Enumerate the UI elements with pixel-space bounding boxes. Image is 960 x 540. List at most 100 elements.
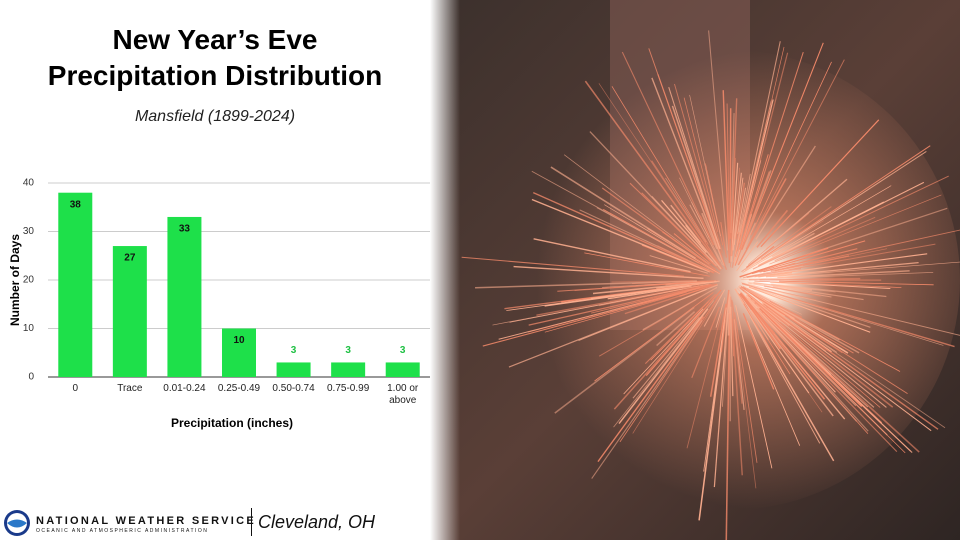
- spark: [603, 209, 717, 273]
- chart: Number of Days Precipitation (inches) 0 1…: [8, 178, 430, 430]
- spark: [698, 320, 726, 521]
- spark: [773, 265, 804, 272]
- value-label: 27: [124, 253, 136, 264]
- spark: [754, 301, 920, 453]
- spark: [726, 103, 730, 245]
- spark: [619, 295, 720, 443]
- spark: [644, 293, 716, 365]
- spark: [763, 285, 821, 297]
- spark: [611, 280, 694, 283]
- spark: [703, 307, 727, 472]
- spark: [730, 296, 735, 357]
- spark: [747, 308, 769, 341]
- spark: [742, 185, 892, 273]
- spark: [736, 173, 751, 244]
- y-tick-label: 10: [23, 323, 35, 334]
- spark: [527, 291, 685, 333]
- spark: [748, 295, 881, 408]
- y-tick-label: 20: [23, 275, 35, 286]
- spark: [740, 286, 908, 395]
- spark: [735, 182, 746, 240]
- spark: [703, 289, 726, 327]
- spark: [544, 291, 687, 333]
- spark: [770, 281, 891, 289]
- spark: [737, 178, 787, 266]
- spark: [632, 291, 723, 434]
- spark: [613, 311, 702, 410]
- spark: [740, 292, 776, 335]
- spark: [760, 119, 880, 248]
- spark: [656, 311, 696, 347]
- spark: [740, 99, 774, 235]
- spark: [730, 113, 735, 234]
- spark: [736, 241, 759, 272]
- spark: [475, 280, 697, 289]
- spark: [536, 284, 700, 316]
- spark: [746, 267, 802, 278]
- spark: [729, 108, 732, 239]
- spark: [763, 303, 939, 430]
- spark: [745, 245, 775, 269]
- spark: [513, 265, 704, 280]
- bar: [167, 216, 202, 377]
- spark: [691, 306, 721, 379]
- spark: [751, 240, 866, 275]
- spark: [758, 299, 946, 429]
- chart-subtitle: Mansfield (1899-2024): [134, 108, 296, 125]
- spark: [624, 287, 704, 315]
- spark: [632, 317, 700, 399]
- x-axis-label: Precipitation (inches): [171, 416, 293, 430]
- spark: [532, 192, 715, 274]
- spark: [720, 222, 727, 258]
- value-label: 3: [345, 345, 351, 356]
- spark: [752, 175, 949, 270]
- spark: [611, 86, 709, 245]
- spark: [679, 177, 710, 238]
- y-tick-label: 0: [28, 372, 34, 383]
- chart-title: New Year’s Eve: [112, 24, 318, 55]
- spark: [618, 308, 709, 424]
- spark: [705, 163, 724, 246]
- spark: [769, 261, 960, 278]
- spark: [709, 303, 727, 397]
- spark: [762, 181, 925, 265]
- spark: [739, 247, 829, 278]
- spark: [671, 105, 721, 249]
- spark: [713, 290, 730, 488]
- spark: [601, 187, 716, 271]
- spark: [755, 303, 869, 408]
- spark: [745, 248, 888, 278]
- spark: [623, 308, 704, 395]
- value-label: 38: [70, 199, 82, 210]
- spark: [584, 252, 710, 277]
- spark: [629, 182, 716, 267]
- spark: [746, 287, 802, 315]
- spark: [731, 318, 743, 476]
- spark: [739, 51, 804, 250]
- spark: [730, 98, 738, 257]
- spark: [492, 283, 709, 326]
- spark: [740, 282, 960, 336]
- spark: [736, 154, 769, 258]
- noaa-logo: [4, 510, 30, 536]
- spark: [737, 187, 746, 234]
- spark: [642, 286, 718, 331]
- bar: [112, 246, 147, 377]
- spark: [597, 316, 704, 463]
- spark: [689, 94, 721, 237]
- spark: [722, 312, 729, 407]
- spark: [756, 220, 824, 264]
- value-label: 33: [179, 224, 191, 235]
- spark: [665, 177, 707, 243]
- spark: [554, 306, 695, 414]
- spark: [757, 288, 944, 346]
- spark: [594, 292, 714, 382]
- spark: [739, 293, 782, 350]
- spark: [598, 83, 714, 255]
- divider: [251, 508, 252, 536]
- spark: [651, 77, 726, 266]
- value-label: 10: [233, 335, 245, 346]
- spark: [550, 166, 697, 259]
- x-tick-label: 0.75-0.99: [327, 383, 370, 394]
